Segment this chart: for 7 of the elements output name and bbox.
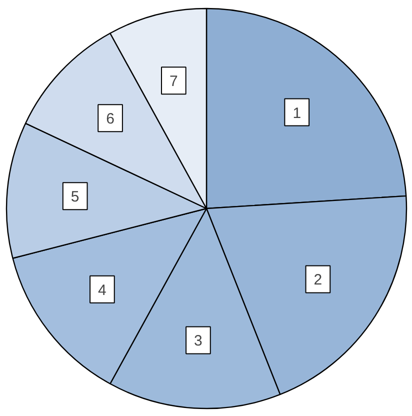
slice-label: 2 — [314, 272, 322, 289]
slice-label: 3 — [194, 332, 202, 350]
slice-label: 7 — [170, 73, 178, 90]
slice-label: 5 — [70, 188, 80, 206]
slice-label: 6 — [106, 110, 114, 128]
slice-label: 1 — [292, 104, 302, 122]
slice-label: 4 — [98, 282, 106, 299]
